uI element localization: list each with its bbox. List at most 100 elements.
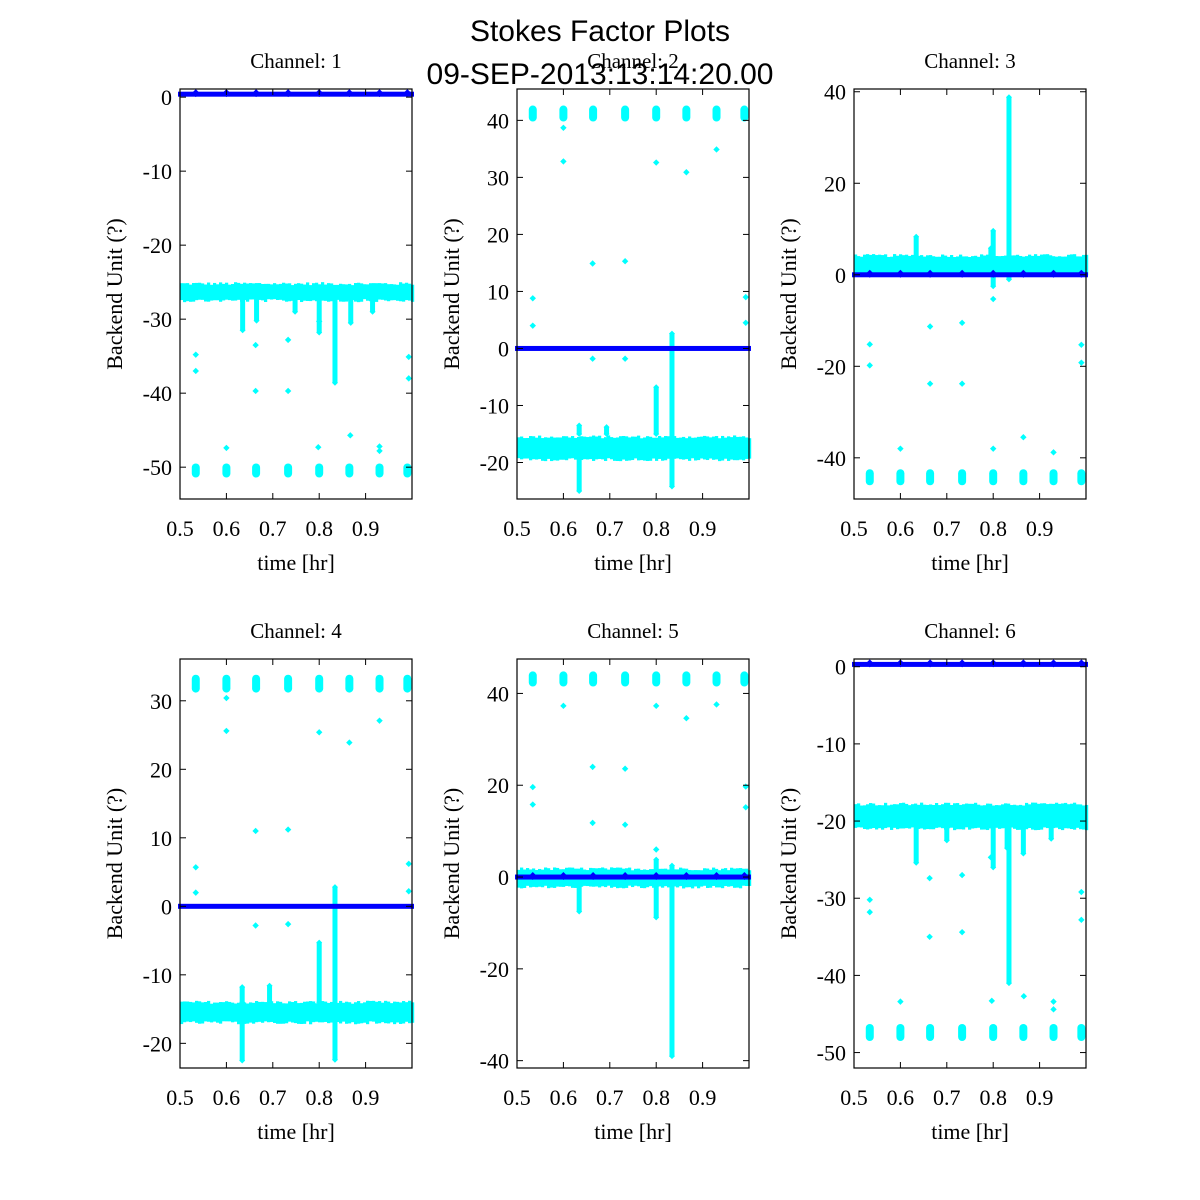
cyan-band-sample (968, 257, 972, 275)
cyan-band-sample (953, 257, 957, 274)
cyan-band-sample (854, 804, 858, 828)
blue-marker (865, 269, 874, 278)
cyan-outlier-point (284, 387, 292, 395)
cyan-band-sample (222, 283, 226, 301)
y-tick-label: 0 (835, 655, 846, 680)
cyan-cluster (1019, 1024, 1028, 1041)
cyan-spike-tip (253, 317, 260, 324)
cyan-band-sample (1004, 803, 1008, 829)
cyan-band-sample (893, 804, 897, 828)
cyan-spike-tip (1004, 818, 1011, 825)
cyan-band-sample (736, 436, 740, 461)
cyan-band-sample (381, 283, 385, 300)
cyan-band-sample (586, 437, 590, 460)
x-axis-label: time [hr] (931, 550, 1009, 575)
cyan-band-sample (553, 437, 557, 461)
cyan-spike-tip (653, 384, 660, 391)
cyan-cluster (740, 671, 749, 687)
cyan-cluster (559, 105, 568, 122)
cyan-band-sample (550, 436, 554, 462)
cyan-cluster (989, 469, 998, 486)
cyan-outlier-point (866, 341, 873, 348)
cyan-band-sample (375, 283, 379, 302)
cyan-spike-tip (943, 837, 950, 844)
x-axis-label: time [hr] (931, 1119, 1009, 1144)
cyan-band-sample (357, 1001, 361, 1024)
subplot-title: Channel: 3 (924, 49, 1016, 73)
cyan-band-sample (219, 1002, 223, 1024)
cyan-band-sample (911, 804, 915, 828)
cyan-band-sample (1046, 804, 1050, 829)
axes-frame (516, 88, 750, 500)
cyan-band-sample (992, 805, 996, 828)
cyan-band-sample (917, 804, 921, 829)
cyan-spike (316, 942, 322, 1003)
cyan-cluster (191, 674, 200, 693)
cyan-band-sample (622, 435, 626, 460)
cyan-cluster (345, 463, 354, 478)
cyan-band-sample (294, 283, 298, 301)
figure-title-line2: 09-SEP-2013:13:14:20.00 (427, 58, 774, 91)
cyan-spike-tip (316, 329, 323, 336)
y-tick-label: 0 (498, 865, 509, 890)
blue-reference-line (515, 345, 751, 351)
y-tick-label: -50 (817, 1041, 846, 1066)
cyan-band-sample (977, 804, 981, 828)
cyan-outlier-point (683, 715, 690, 722)
cyan-band-sample (697, 436, 701, 461)
x-axis-label: time [hr] (594, 550, 672, 575)
cyan-outlier-point (560, 702, 567, 710)
cyan-band-sample (995, 805, 999, 828)
cyan-cluster (958, 469, 967, 486)
cyan-band-sample (1001, 255, 1005, 276)
y-tick-label: 0 (498, 336, 509, 361)
cyan-band-sample (1031, 255, 1035, 276)
cyan-spike-tip (369, 308, 376, 315)
cyan-band-sample (872, 803, 876, 829)
cyan-spike (254, 296, 260, 321)
cyan-band-sample (902, 802, 906, 829)
cyan-band-sample (1046, 254, 1050, 274)
cyan-band-sample (971, 803, 975, 829)
cyan-band-sample (899, 803, 903, 829)
cyan-band-sample (1049, 803, 1053, 828)
cyan-spike (988, 248, 994, 262)
cyan-band-sample (559, 437, 563, 460)
cyan-cluster (682, 671, 691, 687)
cyan-band-sample (950, 804, 954, 828)
cyan-band-sample (1076, 804, 1080, 828)
cyan-outlier-point (958, 380, 966, 387)
cyan-cluster (284, 463, 293, 478)
cyan-band-sample (730, 437, 734, 460)
x-tick-label: 0.5 (840, 516, 868, 541)
axes-frame (179, 658, 413, 1069)
cyan-spike-tip (603, 424, 610, 431)
cyan-spike (292, 296, 298, 312)
cyan-band-sample (351, 285, 355, 301)
y-axis-label: Backend Unit (?) (776, 218, 801, 370)
cyan-spike-tip (316, 999, 323, 1006)
cyan-band-sample (703, 435, 707, 460)
cyan-spike-tip (1048, 835, 1055, 842)
cyan-band-sample (396, 284, 400, 301)
subplot-channel-2: Channel: 2 0.5 0.6 0.7 0.8 0.9 40 30 20 10 0 -10 -20… (439, 49, 752, 575)
cyan-band-sample (354, 283, 358, 302)
cyan-band-sample (517, 437, 521, 459)
cyan-band-sample (652, 437, 656, 459)
cyan-band-sample (1073, 254, 1077, 275)
cyan-outlier-point (621, 258, 629, 265)
cyan-band-sample (1010, 255, 1014, 274)
cyan-band-sample (186, 283, 190, 302)
cyan-band-sample (387, 284, 391, 302)
blue-marker (926, 269, 935, 278)
cyan-spike-tip (347, 319, 354, 326)
x-tick-label: 0.5 (840, 1085, 868, 1110)
x-axis-label: time [hr] (594, 1119, 672, 1144)
blue-marker (712, 872, 721, 881)
cyan-spike-tip (347, 293, 354, 300)
y-tick-label: 0 (161, 894, 172, 919)
cyan-spike-tip (1005, 276, 1012, 283)
cyan-band-sample (1064, 802, 1068, 829)
cyan-band-sample (523, 438, 527, 459)
cyan-band-sample (207, 1000, 211, 1022)
